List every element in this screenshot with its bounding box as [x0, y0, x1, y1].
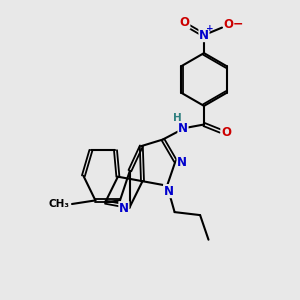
Text: H: H	[172, 112, 182, 123]
Text: N: N	[177, 156, 187, 169]
Text: +: +	[206, 24, 213, 33]
Text: O: O	[180, 16, 190, 29]
Text: N: N	[199, 28, 209, 42]
Text: N: N	[119, 202, 129, 215]
Text: O: O	[224, 18, 234, 31]
Text: N: N	[164, 184, 174, 198]
Text: CH₃: CH₃	[49, 199, 70, 209]
Text: −: −	[232, 17, 243, 31]
Text: N: N	[178, 122, 188, 135]
Text: O: O	[221, 126, 231, 139]
